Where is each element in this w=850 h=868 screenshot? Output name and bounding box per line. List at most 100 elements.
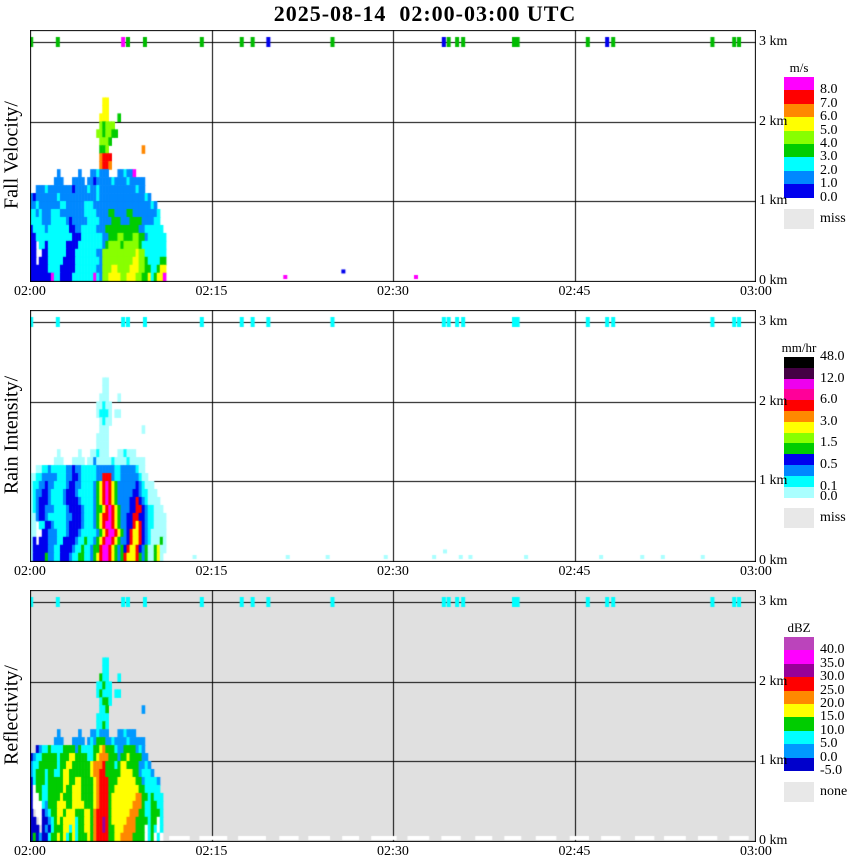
legend-value-label: 0.1	[820, 478, 838, 494]
x-tick-label: 02:30	[377, 564, 409, 579]
legend-color-box	[784, 103, 814, 118]
legend-color-box	[784, 443, 814, 455]
x-tick-label: 02:45	[558, 284, 591, 299]
legend-color-box	[784, 690, 814, 705]
km-label: 3 km	[759, 314, 788, 329]
legend-color-box	[784, 637, 814, 651]
legend-color-box	[784, 90, 814, 105]
ylabel-reflectivity: Reflectivity/	[0, 665, 23, 765]
x-tick-label: 02:15	[195, 564, 228, 579]
legend-value-label: 48.0	[820, 349, 845, 364]
km-label: 0 km	[759, 553, 788, 568]
legend-value-label: 5.0	[820, 122, 838, 138]
legend-color-box	[784, 400, 814, 412]
legend-missing-box	[784, 208, 814, 229]
km-label: 1 km	[759, 473, 788, 489]
legend-color-box	[784, 117, 814, 132]
legend-title-reflectivity: dBZ	[787, 620, 811, 635]
x-tick-label: 02:45	[558, 564, 591, 579]
legend-color-box	[784, 454, 814, 466]
legend-value-label: -5.0	[820, 763, 843, 778]
legend-value-label: 3.0	[820, 413, 838, 429]
legend-color-box	[784, 144, 814, 158]
legend-value-label: 5.0	[820, 736, 838, 752]
x-tick-label: 02:00	[14, 844, 46, 859]
legend-title-rain-intensity: mm/hr	[781, 340, 817, 355]
legend-color-box	[784, 465, 814, 477]
km-label: 1 km	[759, 193, 788, 209]
legend-color-box	[784, 184, 814, 199]
legend-missing-box	[784, 508, 814, 529]
legend-value-label: 25.0	[820, 682, 845, 698]
km-label: 3 km	[759, 34, 788, 49]
km-label: 2 km	[759, 113, 788, 129]
legend-color-box	[784, 730, 814, 745]
km-label: 2 km	[759, 673, 788, 689]
ylabel-fall-velocity: Fall Velocity/	[0, 101, 23, 209]
legend-color-box	[784, 378, 814, 390]
legend-color-box	[784, 367, 814, 380]
legend-value-label: 4.0	[820, 136, 838, 151]
legend-value-label: 1.5	[820, 435, 838, 451]
legend-color-box	[784, 389, 814, 401]
legend-value-label: 2.0	[820, 162, 838, 178]
legend-value-label: 15.0	[820, 709, 845, 725]
legend-missing-label: miss	[820, 510, 846, 526]
x-tick-label: 03:00	[740, 564, 772, 579]
km-label: 3 km	[759, 594, 788, 609]
legend-color-box	[784, 677, 814, 692]
x-tick-label: 03:00	[740, 844, 772, 859]
legend-value-label: 40.0	[820, 642, 845, 658]
legend-value-label: 12.0	[820, 370, 845, 386]
legend-value-label: 6.0	[820, 392, 838, 408]
legend-color-box	[784, 421, 814, 434]
legend-color-box	[784, 650, 814, 665]
km-label: 0 km	[759, 833, 788, 848]
legend-value-label: 7.0	[820, 95, 838, 111]
ylabel-rain-intensity: Rain Intensity/	[0, 375, 23, 495]
legend-value-label: 0.0	[820, 489, 838, 505]
x-tick-label: 02:15	[195, 844, 228, 859]
legend-value-label: 0.0	[820, 189, 838, 205]
legend-missing-label: miss	[820, 210, 846, 226]
legend-color-box	[784, 357, 814, 369]
panel-canvas-fall-velocity	[30, 30, 756, 282]
legend-title-fall-velocity: m/s	[789, 60, 809, 75]
legend-value-label: 6.0	[820, 109, 838, 125]
legend-color-box	[784, 411, 814, 423]
legend-value-label: 10.0	[820, 722, 845, 738]
x-tick-label: 02:30	[377, 844, 409, 859]
page-title: 2025-08-14 02:00-03:00 UTC	[273, 1, 577, 26]
x-tick-label: 02:45	[558, 844, 591, 859]
legend-color-box	[784, 130, 814, 145]
x-tick-label: 02:30	[377, 284, 409, 299]
legend-color-box	[784, 757, 814, 772]
legend-color-box	[784, 663, 814, 678]
x-tick-label: 02:15	[195, 284, 228, 299]
x-tick-label: 02:00	[14, 284, 46, 299]
legend-color-box	[784, 77, 814, 91]
legend-missing-label: none	[820, 784, 848, 799]
legend-value-label: 8.0	[820, 82, 838, 98]
km-label: 0 km	[759, 273, 788, 288]
x-tick-label: 03:00	[740, 284, 772, 299]
legend-color-box	[784, 744, 814, 759]
legend-color-box	[784, 432, 814, 444]
legend-value-label: 3.0	[820, 149, 838, 165]
legend-value-label: 0.5	[820, 457, 838, 472]
legend-value-label: 30.0	[820, 669, 845, 685]
panel-canvas-reflectivity	[30, 590, 756, 842]
km-label: 2 km	[759, 393, 788, 409]
legend-color-box	[784, 704, 814, 718]
km-label: 1 km	[759, 753, 788, 769]
legend-value-label: 35.0	[820, 655, 845, 671]
legend-color-box	[784, 717, 814, 732]
panel-canvas-rain-intensity	[30, 310, 756, 562]
legend-color-box	[784, 170, 814, 185]
x-tick-label: 02:00	[14, 564, 46, 579]
legend-value-label: 1.0	[820, 176, 838, 192]
legend-value-label: 20.0	[820, 696, 845, 711]
legend-color-box	[784, 157, 814, 172]
legend-color-box	[784, 486, 814, 498]
